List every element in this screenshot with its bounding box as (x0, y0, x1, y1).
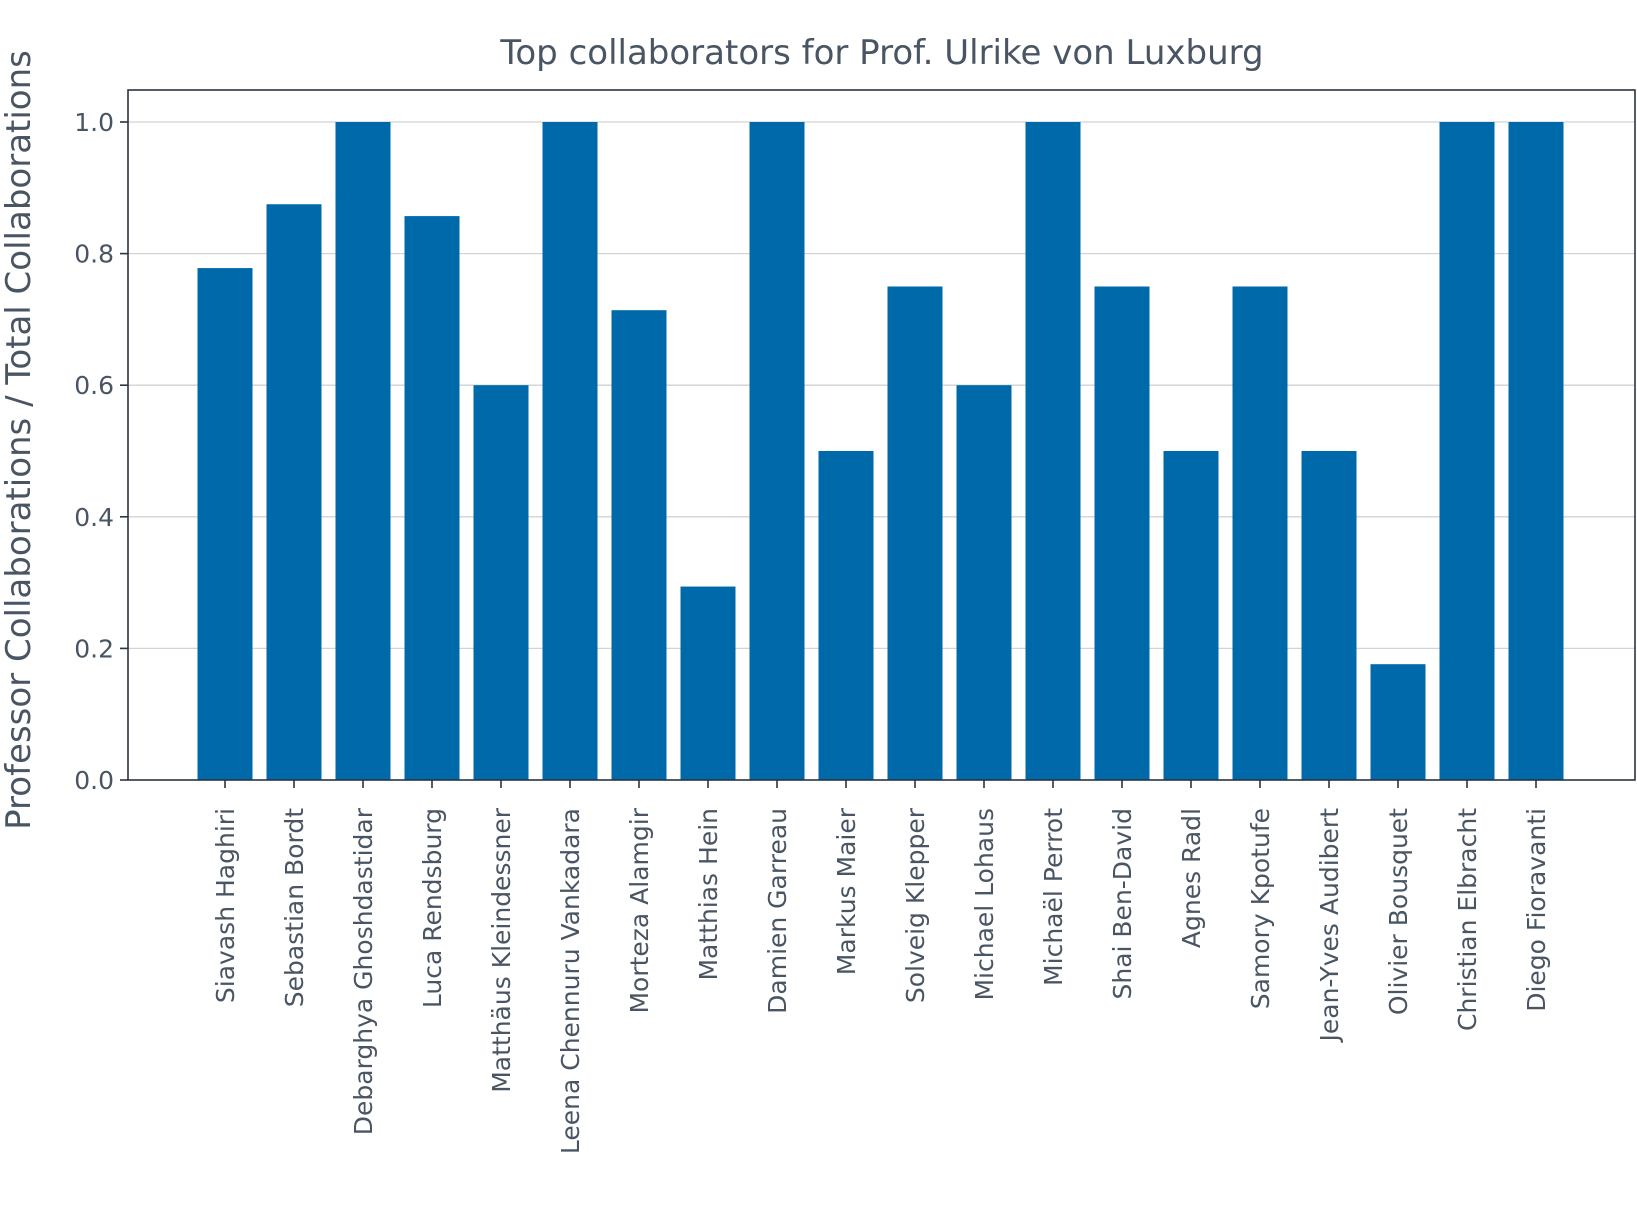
x-tick-label: Solveig Klepper (901, 807, 930, 1003)
bars (197, 122, 1564, 780)
x-tick-label: Michaël Perrot (1039, 808, 1068, 986)
bar (542, 122, 598, 780)
x-tick-label: Leena Chennuru Vankadara (556, 808, 585, 1154)
y-axis-label: Professor Collaborations / Total Collabo… (0, 50, 39, 830)
plot-frame (127, 89, 1636, 781)
x-tick-label: Diego Fioravanti (1522, 808, 1551, 1012)
x-tick-label: Christian Elbracht (1453, 808, 1482, 1031)
x-tick-label: Siavash Haghiri (211, 808, 240, 1003)
bar (1301, 451, 1357, 780)
x-axis-ticks: Siavash Haghiri Sebastian Bordt Debarghya … (211, 780, 1551, 1154)
bar (197, 268, 253, 780)
bar (335, 122, 391, 780)
x-tick-label: Michael Lohaus (970, 808, 999, 1001)
bar (1370, 664, 1426, 780)
bar (404, 216, 460, 780)
bar (266, 204, 322, 780)
x-tick-label: Morteza Alamgir (625, 807, 654, 1013)
bar (887, 286, 943, 780)
x-tick-label: Shai Ben-David (1108, 808, 1137, 1000)
bar (611, 310, 667, 780)
x-tick-label: Matthias Hein (694, 808, 723, 981)
bar (1163, 451, 1219, 780)
y-tick-label: 0.0 (74, 766, 114, 795)
bar (1025, 122, 1081, 780)
bar (749, 122, 805, 780)
y-tick-label: 1.0 (74, 108, 114, 137)
x-tick-label: Agnes Radl (1177, 808, 1206, 948)
y-tick-label: 0.8 (74, 240, 114, 269)
bar (473, 385, 529, 780)
x-tick-label: Matthäus Kleindessner (487, 807, 516, 1093)
bar (1508, 122, 1564, 780)
chart-title: Top collaborators for Prof. Ulrike von L… (499, 33, 1263, 73)
y-tick-label: 0.6 (74, 371, 114, 400)
y-axis-ticks: 0.0 0.2 0.4 0.6 0.8 1.0 (74, 108, 128, 795)
x-tick-label: Jean-Yves Audibert (1315, 808, 1344, 1044)
x-tick-label: Damien Garreau (763, 808, 792, 1014)
x-tick-label: Samory Kpotufe (1246, 808, 1275, 1009)
y-tick-label: 0.4 (74, 503, 114, 532)
bar (1232, 286, 1288, 780)
bar (818, 451, 874, 780)
x-tick-label: Debarghya Ghoshdastidar (349, 807, 378, 1135)
y-tick-label: 0.2 (74, 634, 114, 663)
x-tick-label: Olivier Bousquet (1384, 808, 1413, 1015)
bar (956, 385, 1012, 780)
x-tick-label: Sebastian Bordt (280, 808, 309, 1007)
bar (1439, 122, 1495, 780)
x-tick-label: Luca Rendsburg (418, 808, 447, 1008)
bar (1094, 286, 1150, 780)
x-tick-label: Markus Maier (832, 807, 861, 975)
bar (680, 586, 736, 780)
